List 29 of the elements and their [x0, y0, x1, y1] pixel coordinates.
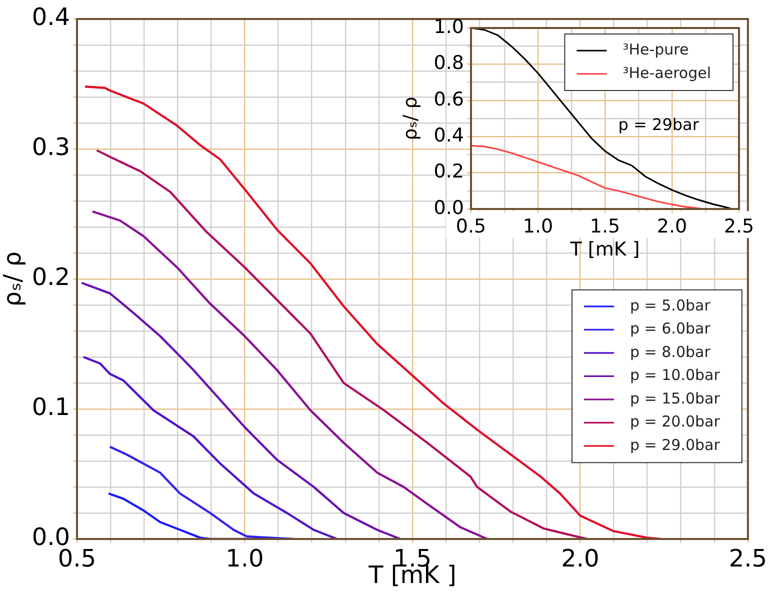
legend-label: p = 29.0bar	[630, 436, 721, 454]
x-tick-label: 2.0	[656, 215, 688, 238]
legend-label: ³He-pure	[622, 40, 689, 59]
x-axis-title: T [mK ]	[569, 238, 640, 261]
x-tick-label: 1.5	[590, 215, 620, 238]
y-tick-label: 0.8	[434, 52, 464, 74]
x-tick-label: 2.5	[728, 544, 767, 573]
y-tick-label: 0.3	[32, 133, 70, 162]
legend-label: p = 10.0bar	[630, 366, 721, 384]
y-axis-title: ρₛ/ ρ	[0, 251, 27, 307]
legend-label: p = 5.0bar	[630, 296, 712, 314]
x-tick-label: 2.5	[724, 215, 754, 238]
y-tick-label: 0.1	[32, 393, 70, 422]
legend-label: ³He-aerogel	[622, 64, 712, 82]
y-tick-label: 0.4	[32, 3, 70, 32]
x-tick-label: 1.0	[226, 544, 264, 573]
y-tick-label: 0.2	[434, 160, 464, 183]
legend-label: p = 20.0bar	[630, 412, 721, 431]
y-tick-label: 1.0	[434, 16, 464, 38]
legend-label: p = 15.0bar	[630, 389, 721, 408]
y-tick-label: 0.4	[434, 124, 464, 147]
annotation: p = 29bar	[618, 114, 700, 134]
y-axis-title: ρₛ/ ρ	[399, 96, 422, 140]
legend-label: p = 6.0bar	[630, 320, 712, 338]
legend-label: p = 8.0bar	[630, 342, 712, 361]
y-tick-label: 0.6	[434, 88, 464, 110]
x-tick-label: 1.0	[522, 215, 554, 238]
x-tick-label: 2.0	[561, 544, 600, 573]
y-tick-label: 0.2	[32, 263, 70, 292]
